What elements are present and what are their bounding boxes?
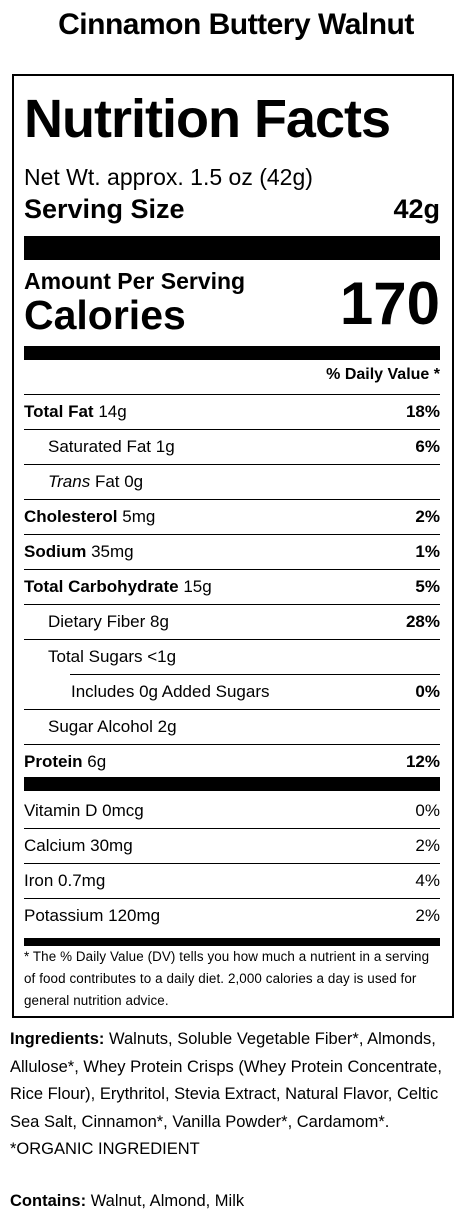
nutrient-dv: 5% [415,577,440,596]
vitamin-name: Calcium [24,836,86,855]
nutrient-amount: 0g Added Sugars [139,682,270,701]
daily-value-header: % Daily Value * [326,366,440,383]
nutrient-row-saturated-fat: Saturated Fat 1g 6% [24,429,440,463]
vitamin-name: Iron [24,871,54,890]
calories-value: 170 [339,270,440,337]
row-rule [24,499,440,500]
vitamin-row-vitamin-d: Vitamin D 0mcg 0% [24,793,440,827]
ingredients-label: Ingredients: [10,1030,105,1048]
vitamin-row-potassium: Potassium 120mg 2% [24,898,440,932]
nutrition-facts-title: Nutrition Facts [24,89,391,149]
row-rule [24,709,440,710]
nutrient-amount: 2g [157,717,177,736]
protein-divider [24,777,440,791]
nutrient-dv: 1% [415,542,440,561]
row-rule [24,898,440,899]
nutrient-name: Total Sugars [48,647,143,666]
medium-divider [24,346,440,360]
product-title: Cinnamon Buttery Walnut [58,8,414,41]
contains-text: Walnut, Almond, Milk [90,1192,245,1210]
nutrient-row-total-carbohydrate: Total Carbohydrate 15g 5% [24,569,440,603]
row-rule [24,639,440,640]
row-rule [24,394,440,395]
vitamin-dv: 0% [415,801,440,820]
row-rule [24,828,440,829]
nutrient-name: Protein [24,752,83,771]
nutrient-name: Trans [48,472,91,491]
row-rule [24,569,440,570]
nutrient-row-trans-fat: Trans Fat 0g [24,464,440,498]
calories-label: Calories [24,292,186,338]
vitamin-name: Potassium [24,906,104,925]
nutrient-amount: 6g [87,752,107,771]
vitamin-name: Vitamin D [24,801,98,820]
row-rule [24,744,440,745]
ingredients-text: Walnuts, Soluble Vegetable Fiber*, Almon… [10,1030,442,1158]
nutrient-amount: 8g [150,612,169,631]
nutrient-name: Total Carbohydrate [24,577,179,596]
net-weight: Net Wt. approx. 1.5 oz (42g) [24,164,313,190]
vitamin-amount: 120mg [108,906,161,925]
vitamin-amount: 0.7mg [58,871,106,890]
nutrient-amount: <1g [147,647,177,666]
nutrient-row-total-fat: Total Fat 14g 18% [24,394,440,428]
nutrient-amount: Fat 0g [94,472,144,491]
vitamin-row-calcium: Calcium 30mg 2% [24,828,440,862]
nutrient-amount: 15g [183,577,212,596]
ingredients-statement: Ingredients: Walnuts, Soluble Vegetable … [10,1026,460,1164]
row-rule [24,429,440,430]
nutrition-facts-panel: Nutrition Facts Net Wt. approx. 1.5 oz (… [12,74,454,1018]
nutrient-row-total-sugars: Total Sugars <1g [24,639,440,673]
nutrient-row-protein: Protein 6g 12% [24,744,440,778]
vitamin-row-iron: Iron 0.7mg 4% [24,863,440,897]
nutrient-row-sodium: Sodium 35mg 1% [24,534,440,568]
row-rule [24,604,440,605]
nutrient-dv: 6% [415,437,440,456]
nutrient-name: Sugar Alcohol [48,717,153,736]
nutrient-amount: 5mg [122,507,156,526]
nutrient-amount: 35mg [91,542,134,561]
nutrient-dv: 2% [415,507,440,526]
vitamin-amount: 0mcg [102,801,144,820]
nutrient-dv: 18% [405,402,440,421]
vitamin-amount: 30mg [90,836,133,855]
nutrient-dv: 0% [415,682,440,701]
nutrient-amount: 14g [98,402,127,421]
contains-label: Contains: [10,1192,87,1210]
amount-per-serving: Amount Per Serving [24,268,246,294]
nutrient-dv: 12% [405,752,440,771]
row-rule [70,674,440,675]
nutrient-row-cholesterol: Cholesterol 5mg 2% [24,499,440,533]
row-rule [24,464,440,465]
vitamin-dv: 2% [415,836,440,855]
nutrient-row-added-sugars: Includes 0g Added Sugars 0% [24,674,440,708]
nutrient-name: Saturated Fat [48,437,152,456]
vitamin-dv: 2% [415,906,440,925]
nutrient-row-dietary-fiber: Dietary Fiber 8g 28% [24,604,440,638]
nutrient-name: Sodium [24,542,87,561]
daily-value-footnote: * The % Daily Value (DV) tells you how m… [24,949,430,1008]
vitamin-dv: 4% [415,871,440,890]
footnote-divider [24,938,440,946]
allergen-statement: Contains: Walnut, Almond, Milk [10,1192,244,1211]
nutrient-name: Includes [71,682,135,701]
nutrient-name: Cholesterol [24,507,118,526]
serving-size-value: 42g [393,194,440,224]
thick-divider [24,236,440,260]
row-rule [24,534,440,535]
nutrient-row-sugar-alcohol: Sugar Alcohol 2g [24,709,440,743]
serving-size-label: Serving Size [24,194,185,224]
row-rule [24,863,440,864]
nutrient-name: Dietary Fiber [48,612,146,631]
nutrient-dv: 28% [405,612,440,631]
nutrient-amount: 1g [155,437,175,456]
nutrient-name: Total Fat [24,402,94,421]
